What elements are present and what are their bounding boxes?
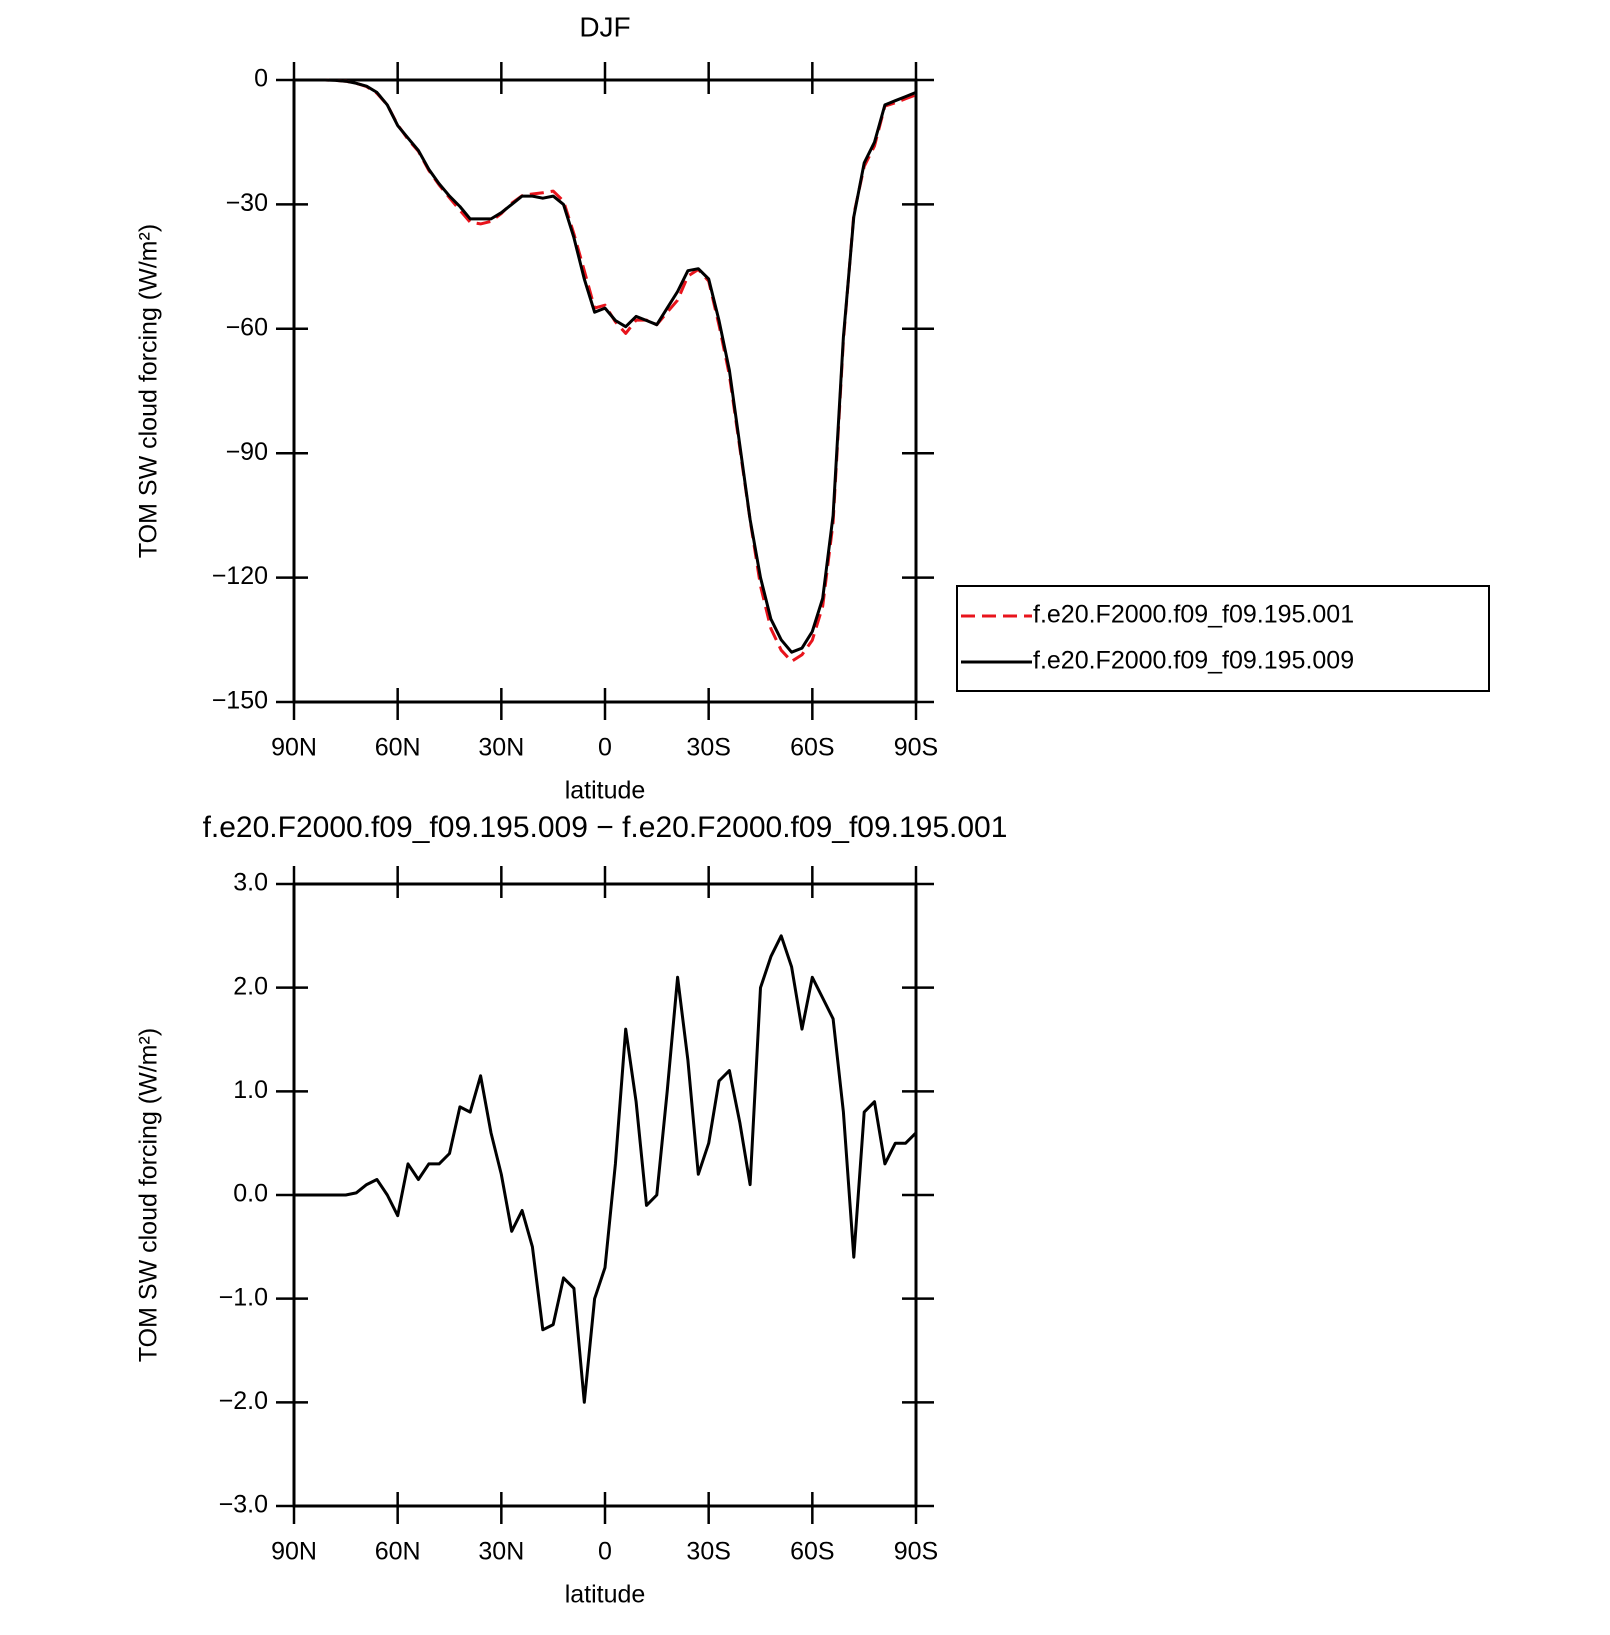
legend-label: f.e20.F2000.f09_f09.195.009 [1033,647,1354,675]
x-tick-label: 90N [271,734,317,762]
y-tick-label: −60 [226,313,268,341]
x-axis-label: latitude [565,1581,646,1609]
y-tick-label: 1.0 [233,1076,268,1104]
y-tick-label: −120 [212,562,268,590]
y-tick-label: 2.0 [233,972,268,1000]
x-tick-label: 90S [894,734,938,762]
legend-box [956,585,1490,692]
plot-frame [292,78,918,704]
x-tick-label: 60N [375,734,421,762]
x-tick-label: 30S [686,734,730,762]
x-tick-label: 0 [598,1538,612,1566]
data-line [294,78,917,663]
x-tick-label: 0 [598,734,612,762]
chart-title: DJF [579,11,630,42]
y-tick-label: −2.0 [219,1387,268,1415]
data-line [294,78,917,654]
y-tick-label: −30 [226,189,268,217]
x-tick-label: 30N [478,1538,524,1566]
y-axis-label: TOM SW cloud forcing (W/m²) [135,1028,163,1362]
y-tick-label: 3.0 [233,869,268,897]
legend-label: f.e20.F2000.f09_f09.195.001 [1033,601,1354,629]
y-tick-label: 0.0 [233,1180,268,1208]
x-tick-label: 60N [375,1538,421,1566]
data-line [294,934,918,1404]
x-tick-label: 60S [790,1538,834,1566]
x-axis-label: latitude [565,777,646,805]
chart-title: f.e20.F2000.f09_f09.195.009 − f.e20.F200… [203,811,1008,844]
y-tick-label: 0 [254,65,268,93]
x-tick-label: 30N [478,734,524,762]
x-tick-label: 60S [790,734,834,762]
y-tick-label: −3.0 [219,1491,268,1519]
y-tick-label: −1.0 [219,1283,268,1311]
y-tick-label: −150 [212,687,268,715]
x-tick-label: 90S [894,1538,938,1566]
y-axis-label: TOM SW cloud forcing (W/m²) [135,224,163,558]
x-tick-label: 90N [271,1538,317,1566]
y-tick-label: −90 [226,438,268,466]
x-tick-label: 30S [686,1538,730,1566]
